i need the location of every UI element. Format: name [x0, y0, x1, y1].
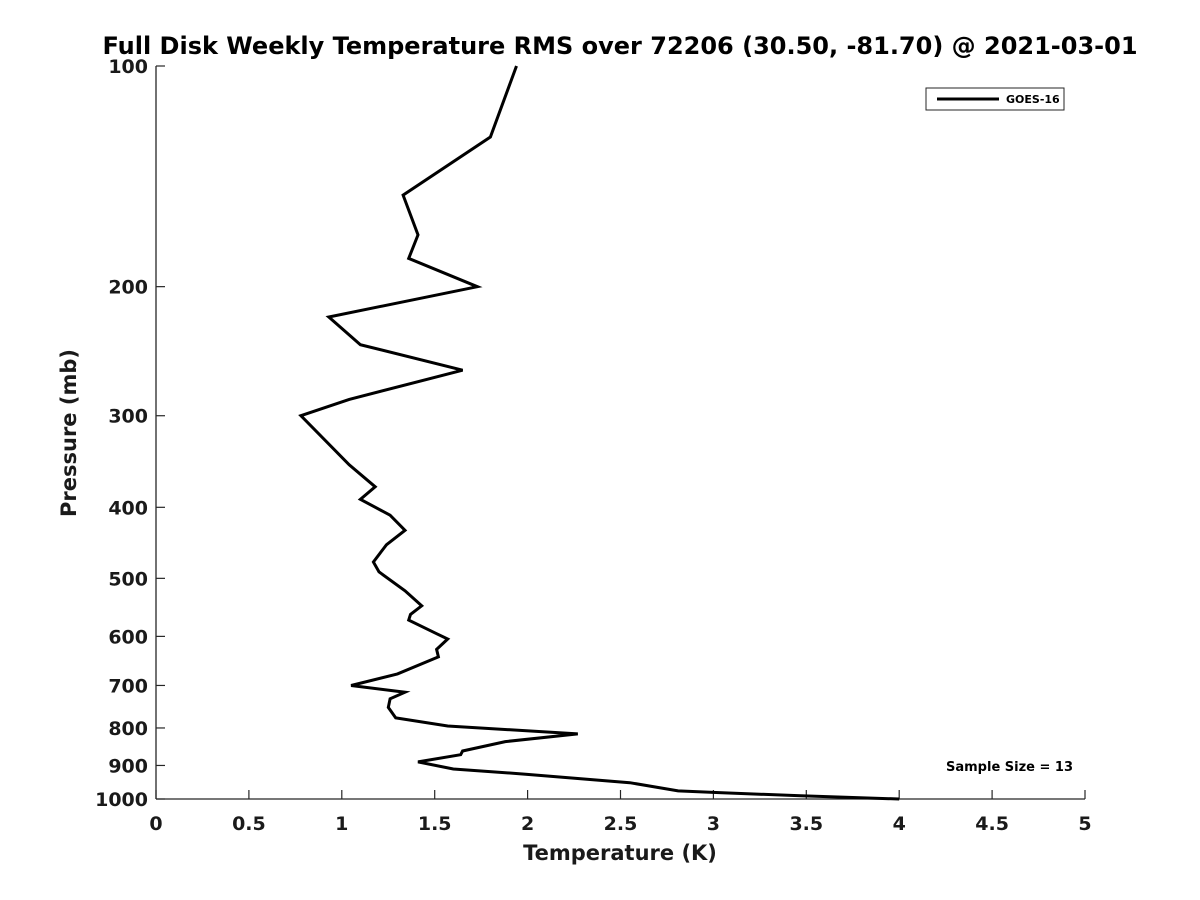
x-tick-label: 0 [149, 813, 162, 835]
x-tick-label: 2.5 [604, 813, 638, 835]
y-tick-label: 200 [108, 277, 148, 299]
legend-entry-goes-16: GOES-16 [1006, 93, 1060, 106]
legend: GOES-16 [925, 87, 1065, 111]
y-tick-label: 700 [108, 675, 148, 697]
x-tick-label: 4.5 [975, 813, 1009, 835]
y-tick-label: 800 [108, 718, 148, 740]
y-tick-label: 400 [108, 497, 148, 519]
x-tick-label: 5 [1078, 813, 1091, 835]
plot-area [156, 66, 1085, 799]
y-tick-label: 900 [108, 755, 148, 777]
x-tick-label: 3 [707, 813, 720, 835]
chart-title: Full Disk Weekly Temperature RMS over 72… [102, 32, 1137, 60]
x-tick-label: 1.5 [418, 813, 452, 835]
x-tick-label: 2 [521, 813, 534, 835]
y-tick-label: 300 [108, 406, 148, 428]
y-tick-label: 100 [108, 56, 148, 78]
sample-size-annotation: Sample Size = 13 [946, 760, 1073, 775]
x-tick-label: 4 [893, 813, 906, 835]
x-tick-label: 1 [335, 813, 348, 835]
x-axis-label: Temperature (K) [523, 841, 717, 865]
x-tick-label: 3.5 [789, 813, 823, 835]
y-tick-label: 600 [108, 626, 148, 648]
x-tick-label: 0.5 [232, 813, 266, 835]
series-line-goes-16 [298, 65, 900, 801]
y-axis-ticks: 100 200 300 400 500 600 700 800 900 1000 [95, 56, 165, 811]
series-layer [298, 65, 900, 801]
y-tick-label: 1000 [95, 789, 148, 811]
x-axis-ticks: 0 0.5 1 1.5 2 2.5 3 3.5 4 4.5 5 [149, 790, 1092, 835]
y-axis-label: Pressure (mb) [57, 349, 81, 517]
y-tick-label: 500 [108, 568, 148, 590]
